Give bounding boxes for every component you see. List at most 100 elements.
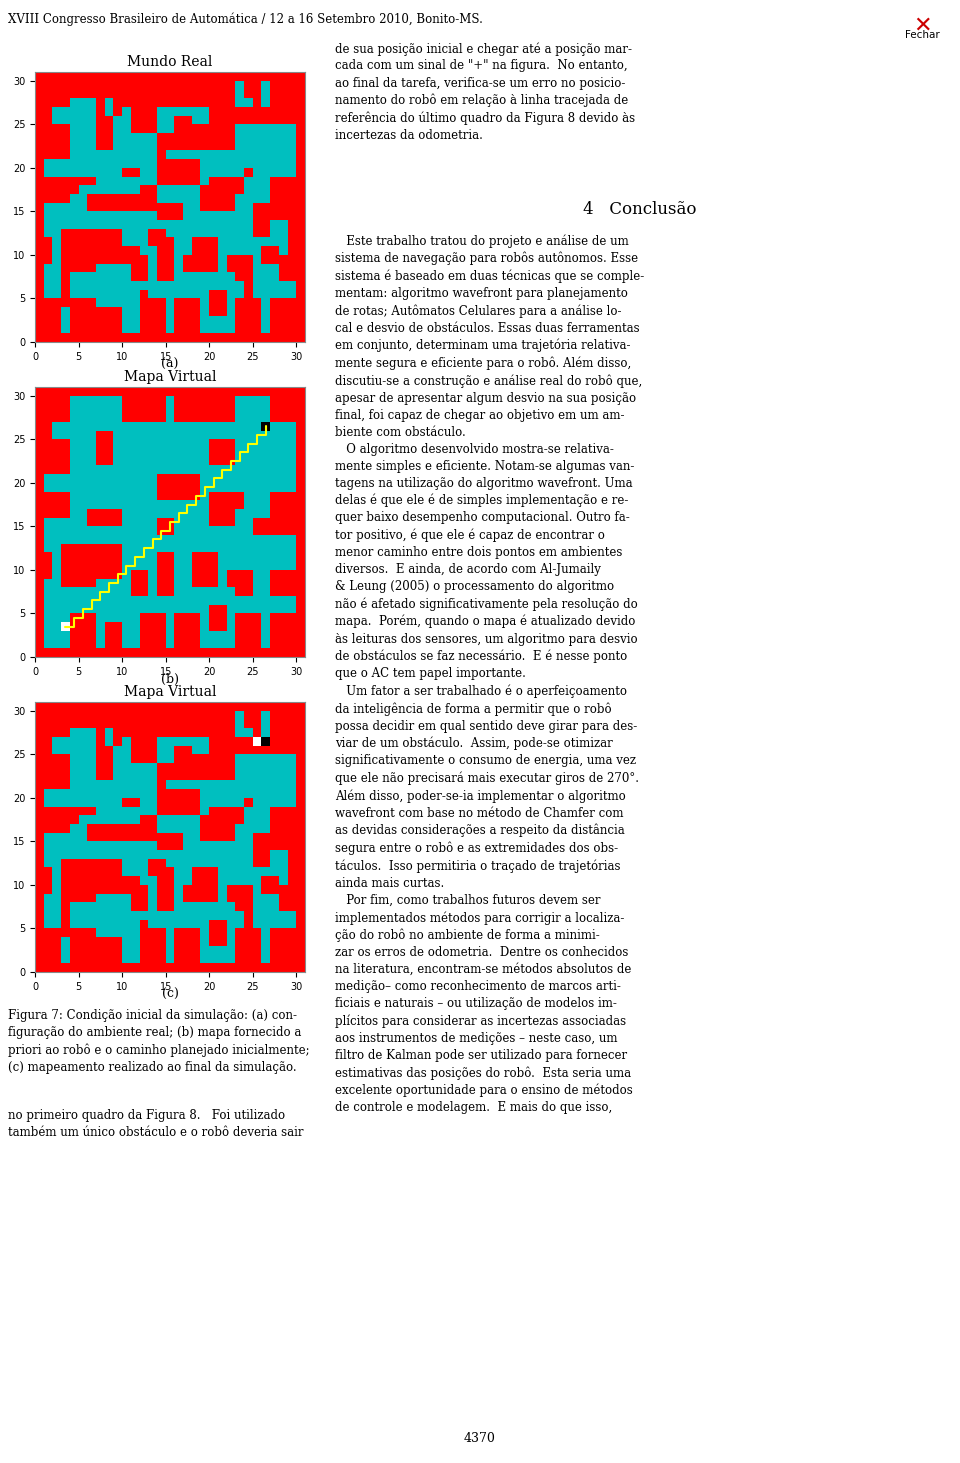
Bar <box>96 859 122 894</box>
Bar <box>61 544 96 587</box>
Bar <box>227 737 252 755</box>
Bar <box>235 255 252 281</box>
Bar <box>235 613 261 657</box>
Bar <box>183 885 192 903</box>
Title: Mapa Virtual: Mapa Virtual <box>124 370 216 385</box>
Bar <box>166 133 183 151</box>
Bar <box>209 737 235 755</box>
Bar <box>35 72 44 342</box>
Bar <box>156 159 201 186</box>
Bar <box>183 255 192 272</box>
Bar <box>209 124 227 133</box>
Bar <box>270 737 297 755</box>
Bar <box>209 177 235 211</box>
Bar <box>261 246 278 263</box>
Text: Este trabalho tratou do projeto e análise de um
sistema de navegação para robôs : Este trabalho tratou do projeto e anális… <box>335 234 644 1115</box>
Bar <box>139 613 166 648</box>
Bar <box>192 868 218 903</box>
Bar <box>96 228 122 263</box>
Text: (c): (c) <box>161 988 179 1001</box>
Bar <box>209 604 227 631</box>
Bar <box>270 929 297 963</box>
Bar <box>244 272 252 298</box>
Bar <box>122 195 139 211</box>
Bar <box>148 859 166 876</box>
Bar <box>105 938 122 963</box>
Bar <box>270 298 297 334</box>
Bar <box>244 711 261 729</box>
Bar <box>61 903 70 938</box>
Title: Mapa Virtual: Mapa Virtual <box>124 686 216 699</box>
Bar <box>270 107 297 124</box>
Bar <box>70 711 105 729</box>
Bar <box>122 876 139 894</box>
Bar <box>87 824 122 841</box>
Text: Fechar: Fechar <box>905 31 940 40</box>
Bar <box>227 571 244 587</box>
Bar <box>166 832 183 850</box>
Bar <box>175 746 192 780</box>
Bar <box>35 648 305 657</box>
Bar <box>122 168 139 177</box>
Bar <box>175 613 201 657</box>
Bar <box>35 868 53 894</box>
Bar <box>192 237 218 272</box>
Bar <box>261 107 270 124</box>
Bar <box>270 571 297 595</box>
Bar <box>105 307 122 334</box>
Bar <box>209 711 235 737</box>
Bar <box>96 938 105 963</box>
Bar <box>61 272 70 307</box>
Bar <box>96 544 122 578</box>
Bar <box>252 98 261 124</box>
Bar <box>70 255 87 263</box>
Bar <box>122 395 166 421</box>
Bar <box>35 492 44 527</box>
Bar <box>235 885 252 911</box>
Bar <box>122 797 139 806</box>
Bar <box>227 107 252 124</box>
Bar <box>175 298 201 342</box>
Bar <box>244 168 252 177</box>
Bar <box>261 737 270 755</box>
Bar <box>244 737 270 746</box>
Bar <box>122 246 139 263</box>
Bar <box>35 72 305 80</box>
Bar <box>156 832 175 850</box>
Bar <box>175 711 209 737</box>
Bar <box>131 885 148 911</box>
Text: (b): (b) <box>161 673 179 686</box>
Bar <box>156 237 175 281</box>
Bar <box>53 124 70 159</box>
Bar <box>192 755 209 780</box>
Bar <box>122 711 166 737</box>
Bar <box>175 80 209 107</box>
Bar <box>252 518 278 535</box>
Bar <box>209 439 235 465</box>
Bar <box>227 177 244 195</box>
Bar <box>166 711 175 737</box>
Bar <box>209 290 227 316</box>
Bar <box>70 613 96 648</box>
Bar <box>235 298 261 342</box>
Bar <box>278 885 305 911</box>
Bar <box>139 920 148 938</box>
Text: 4370: 4370 <box>464 1432 496 1445</box>
Bar <box>252 203 278 219</box>
Bar <box>166 203 183 219</box>
Bar <box>201 815 209 841</box>
Bar <box>35 929 61 971</box>
Bar <box>148 228 166 246</box>
Text: de sua posição inicial e chegar até a posição mar-
cada com um sinal de "+" na f: de sua posição inicial e chegar até a po… <box>335 42 636 142</box>
Bar <box>96 116 113 151</box>
Bar <box>96 98 105 116</box>
Bar <box>131 255 148 281</box>
Bar <box>244 929 261 938</box>
Bar <box>35 237 53 263</box>
Bar <box>270 806 297 850</box>
Text: Figura 7: Condição inicial da simulação: (a) con-
figuração do ambiente real; (b: Figura 7: Condição inicial da simulação:… <box>8 1009 310 1074</box>
Bar <box>156 518 175 535</box>
Text: ✕: ✕ <box>913 16 932 35</box>
Bar <box>122 824 139 841</box>
Bar <box>70 929 79 938</box>
